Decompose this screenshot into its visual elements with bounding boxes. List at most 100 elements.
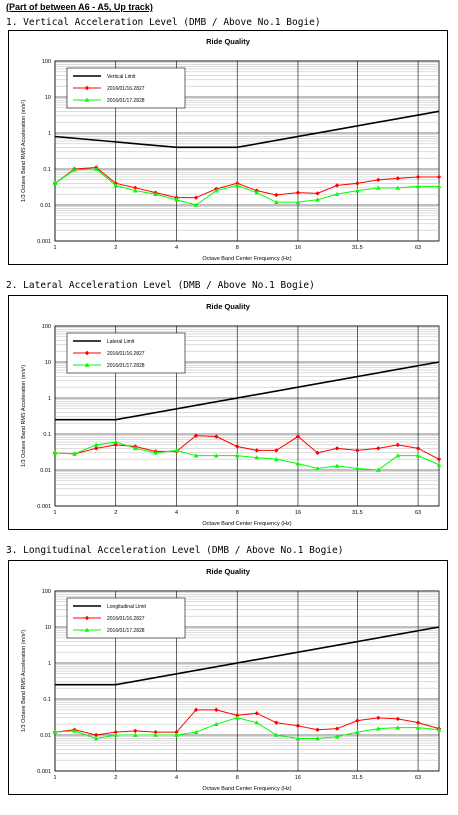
- limit-line: [55, 361, 440, 421]
- legend-marker: [84, 362, 90, 367]
- chart-vertical: Ride Quality 0.001 0.01 0.1 1 10 100 1 2 4 8 16 31.…: [8, 30, 448, 265]
- data-point: [214, 434, 219, 439]
- data-point: [52, 450, 58, 455]
- data-point: [436, 456, 442, 462]
- chart-lateral: Ride Quality 0.001 0.01 0.1 1 10 100 1 2 4 8 16 31.…: [8, 295, 448, 530]
- section-title-lateral: 2. Lateral Acceleration Level (DMB / Abo…: [6, 280, 315, 291]
- data-point: [295, 199, 301, 204]
- legend-marker: [84, 350, 90, 356]
- data-point: [174, 732, 179, 737]
- data-point: [355, 729, 360, 734]
- data-point: [395, 185, 401, 190]
- data-point: [415, 183, 421, 189]
- data-point: [113, 183, 119, 188]
- y-tick-label: 1: [48, 396, 51, 402]
- y-tick-label: 0.001: [37, 769, 51, 775]
- x-axis-label: Octave Band Center Frequency (Hz): [202, 786, 291, 792]
- data-point: [193, 453, 199, 458]
- data-point: [254, 720, 260, 725]
- data-point: [153, 732, 158, 737]
- chart-svg: 0.001 0.01 0.1 1 10 100 1 2 4 8 16 31.5 63 Octave Ban…: [21, 324, 442, 527]
- data-point: [436, 462, 442, 467]
- y-tick-label: 10: [45, 625, 51, 631]
- x-tick-label: 8: [236, 245, 239, 251]
- y-axis-label: 1/3 Octave Band RMS Acceleration (m/s²): [21, 365, 27, 467]
- data-point: [234, 183, 240, 188]
- legend-label: Vertical Limit: [107, 74, 136, 80]
- data-point: [436, 183, 442, 189]
- data-point: [193, 729, 199, 734]
- data-point: [315, 191, 320, 196]
- y-tick-label: 1: [48, 661, 51, 667]
- series-line: [54, 717, 440, 740]
- y-tick-label: 1: [48, 131, 51, 137]
- data-point: [153, 729, 158, 735]
- data-point: [113, 439, 119, 444]
- series-line: [54, 166, 439, 199]
- legend-label: 2016/01/16.2827: [107, 86, 145, 92]
- y-tick-label: 0.1: [43, 167, 51, 173]
- y-axis-label: 1/3 Octave Band RMS Acceleration (m/s²): [21, 100, 27, 202]
- data-point: [132, 188, 138, 193]
- x-tick-label: 8: [236, 510, 239, 516]
- data-point: [132, 445, 138, 451]
- limit-line: [54, 110, 440, 149]
- data-point: [254, 711, 259, 716]
- data-point: [72, 451, 77, 456]
- legend-label: 2016/01/16.2827: [107, 616, 145, 622]
- data-point: [72, 728, 77, 733]
- x-tick-label: 63: [415, 510, 421, 516]
- data-point: [235, 713, 240, 718]
- data-point: [93, 442, 99, 447]
- y-tick-label: 100: [42, 589, 51, 595]
- data-point: [93, 736, 99, 741]
- series-line: [54, 435, 440, 460]
- section-title-longitudinal: 3. Longitudinal Acceleration Level (DMB …: [6, 545, 344, 556]
- data-point: [334, 463, 340, 468]
- data-point: [153, 450, 158, 455]
- y-tick-label: 0.01: [40, 733, 51, 739]
- data-point: [355, 448, 360, 453]
- data-point: [274, 456, 279, 461]
- series-line: [54, 168, 439, 206]
- legend-label: 2016/01/17.2828: [107, 628, 145, 634]
- data-point: [52, 180, 58, 186]
- x-tick-label: 16: [295, 245, 301, 251]
- data-point: [415, 174, 421, 180]
- data-point: [274, 192, 279, 198]
- legend-marker: [84, 85, 90, 91]
- data-point: [295, 723, 301, 729]
- legend-label: Lateral Limit: [107, 339, 135, 345]
- legend-label: 2016/01/17.2828: [107, 363, 145, 369]
- data-point: [254, 455, 260, 460]
- x-tick-label: 1: [53, 510, 56, 516]
- chart-svg: 0.001 0.01 0.1 1 10 100 1 2 4 8 16 31.5 63 Octave Ban…: [21, 589, 442, 792]
- data-point: [415, 453, 421, 458]
- chart-title: Ride Quality: [206, 567, 250, 576]
- data-point: [52, 729, 58, 734]
- data-point: [395, 442, 401, 448]
- x-tick-label: 63: [415, 775, 421, 781]
- x-tick-label: 1: [53, 775, 56, 781]
- data-point: [375, 185, 381, 190]
- data-point: [254, 190, 260, 195]
- data-point: [174, 197, 179, 202]
- chart-title: Ride Quality: [206, 37, 250, 46]
- data-point: [193, 195, 199, 200]
- x-tick-label: 16: [295, 510, 301, 516]
- data-point: [213, 721, 219, 726]
- data-point: [234, 453, 240, 458]
- data-point: [436, 174, 442, 180]
- x-tick-label: 4: [175, 510, 178, 516]
- series-line: [54, 709, 440, 736]
- data-point: [113, 732, 119, 737]
- data-point: [395, 453, 401, 458]
- data-point: [375, 467, 381, 472]
- y-tick-label: 0.001: [37, 504, 51, 510]
- data-point: [315, 736, 320, 741]
- data-point: [415, 725, 421, 730]
- x-tick-label: 2: [114, 245, 117, 251]
- data-point: [295, 736, 301, 741]
- data-point: [295, 461, 301, 466]
- page-heading: (Part of between A6 - A5, Up track): [6, 2, 153, 12]
